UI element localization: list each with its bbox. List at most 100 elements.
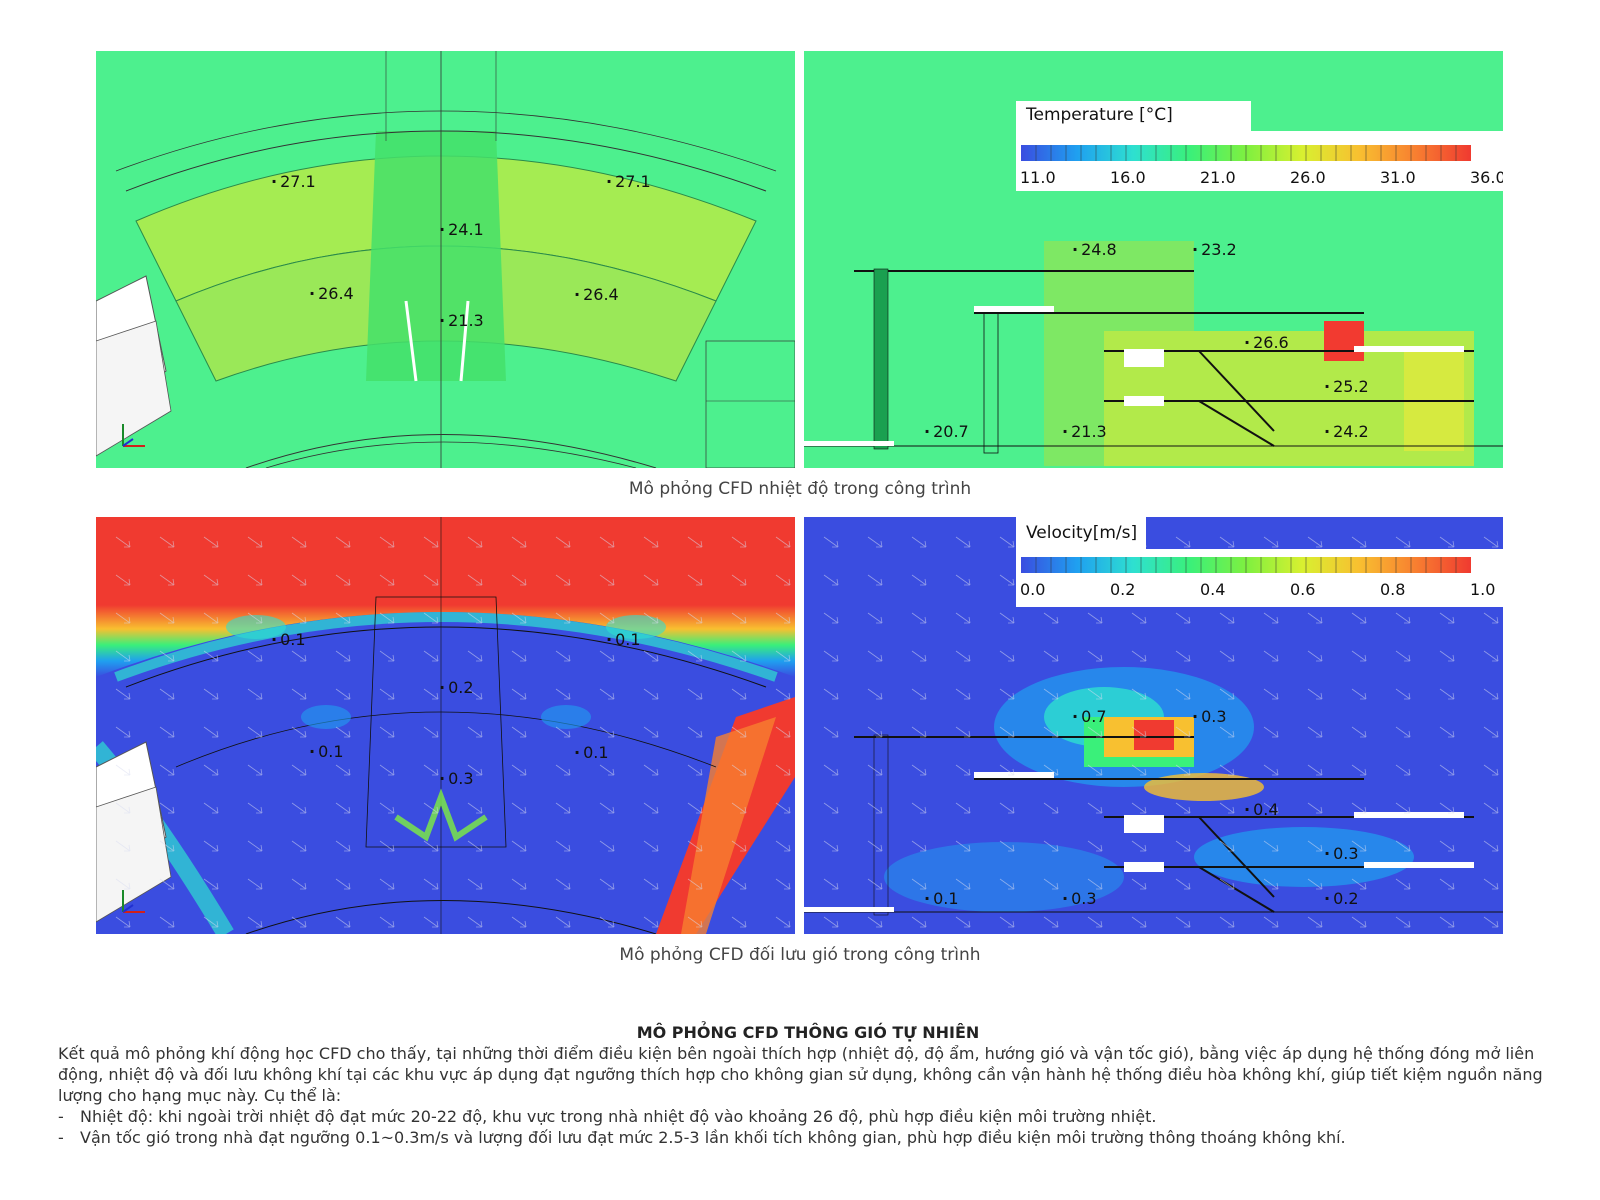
velocity-probe: 0.2 bbox=[1324, 889, 1358, 908]
flow-arrow-icon bbox=[1483, 612, 1499, 624]
flow-arrow-icon bbox=[203, 840, 219, 852]
flow-arrow-icon bbox=[1439, 650, 1455, 662]
flow-arrow-icon bbox=[511, 726, 527, 738]
flow-arrow-icon bbox=[1439, 840, 1455, 852]
flow-arrow-icon bbox=[555, 612, 571, 624]
flow-arrow-icon bbox=[115, 688, 131, 700]
flow-arrow-icon bbox=[1395, 802, 1411, 814]
flow-arrow-icon bbox=[999, 612, 1015, 624]
flow-arrow-icon bbox=[1351, 688, 1367, 700]
flow-arrow-icon bbox=[999, 802, 1015, 814]
flow-arrow-icon bbox=[1351, 878, 1367, 890]
flow-arrow-icon bbox=[1131, 878, 1147, 890]
legend-tick: 21.0 bbox=[1200, 168, 1236, 187]
flow-arrow-icon bbox=[467, 916, 483, 928]
flow-arrow-icon bbox=[335, 726, 351, 738]
flow-arrow-icon bbox=[247, 574, 263, 586]
flow-arrow-icon bbox=[335, 840, 351, 852]
flow-arrow-icon bbox=[823, 574, 839, 586]
flow-arrow-icon bbox=[159, 612, 175, 624]
flow-arrow-icon bbox=[955, 726, 971, 738]
wind-section-view: Velocity[m/s] 0.0 0.2 0.4 0.6 0.8 1.0 0.… bbox=[804, 517, 1503, 934]
flow-arrow-icon bbox=[775, 536, 791, 548]
flow-arrow-icon bbox=[423, 574, 439, 586]
flow-arrow-icon bbox=[1043, 726, 1059, 738]
flow-arrow-icon bbox=[1263, 536, 1279, 548]
flow-arrow-icon bbox=[555, 536, 571, 548]
flow-arrow-icon bbox=[159, 536, 175, 548]
legend-tick: 0.6 bbox=[1290, 580, 1316, 599]
flow-arrow-icon bbox=[203, 726, 219, 738]
flow-arrow-icon bbox=[867, 764, 883, 776]
legend-tick: 16.0 bbox=[1110, 168, 1146, 187]
flow-arrow-icon bbox=[511, 650, 527, 662]
flow-arrow-icon bbox=[159, 916, 175, 928]
flow-arrow-icon bbox=[1483, 688, 1499, 700]
flow-arrow-icon bbox=[511, 688, 527, 700]
flow-arrow-icon bbox=[203, 916, 219, 928]
flow-arrow-icon bbox=[823, 650, 839, 662]
flow-arrow-icon bbox=[911, 574, 927, 586]
flow-arrow-icon bbox=[687, 574, 703, 586]
flow-arrow-icon bbox=[1395, 878, 1411, 890]
flow-arrow-icon bbox=[1483, 764, 1499, 776]
flow-arrow-icon bbox=[247, 612, 263, 624]
flow-arrow-icon bbox=[823, 916, 839, 928]
flow-arrow-icon bbox=[423, 802, 439, 814]
flow-arrow-icon bbox=[291, 650, 307, 662]
flow-arrow-icon bbox=[555, 726, 571, 738]
flow-arrow-icon bbox=[555, 878, 571, 890]
flow-arrow-icon bbox=[247, 650, 263, 662]
flow-arrow-icon bbox=[867, 688, 883, 700]
legend-title: Temperature [°C] bbox=[1026, 105, 1173, 125]
flow-arrow-icon bbox=[1483, 650, 1499, 662]
temperature-legend: Temperature [°C] 11.0 16.0 21.0 26.0 31.… bbox=[1016, 101, 1503, 191]
flow-arrow-icon bbox=[423, 840, 439, 852]
wind-section-graphic bbox=[804, 536, 1503, 928]
flow-arrow-icon bbox=[731, 764, 747, 776]
flow-arrow-icon bbox=[775, 612, 791, 624]
flow-arrow-icon bbox=[775, 840, 791, 852]
flow-arrow-icon bbox=[1351, 916, 1367, 928]
flow-arrow-icon bbox=[159, 574, 175, 586]
temperature-plan-view: 27.1 27.1 24.1 26.4 26.4 21.3 bbox=[96, 51, 795, 468]
flow-arrow-icon bbox=[115, 916, 131, 928]
flow-arrow-icon bbox=[291, 574, 307, 586]
flow-arrow-icon bbox=[731, 840, 747, 852]
flow-arrow-icon bbox=[511, 536, 527, 548]
flow-arrow-icon bbox=[203, 574, 219, 586]
flow-arrow-icon bbox=[379, 536, 395, 548]
flow-arrow-icon bbox=[1351, 764, 1367, 776]
flow-arrow-icon bbox=[955, 650, 971, 662]
flow-arrow-icon bbox=[911, 612, 927, 624]
flow-arrow-icon bbox=[1307, 878, 1323, 890]
flow-arrow-icon bbox=[247, 840, 263, 852]
temperature-probe: 24.1 bbox=[439, 220, 484, 239]
flow-arrow-icon bbox=[599, 726, 615, 738]
flow-arrow-icon bbox=[731, 536, 747, 548]
flow-arrow-icon bbox=[643, 688, 659, 700]
flow-arrow-icon bbox=[1263, 612, 1279, 624]
flow-arrow-icon bbox=[1351, 802, 1367, 814]
flow-arrow-icon bbox=[335, 878, 351, 890]
flow-arrow-icon bbox=[379, 916, 395, 928]
flow-arrow-icon bbox=[291, 878, 307, 890]
flow-arrow-icon bbox=[291, 688, 307, 700]
flow-arrow-icon bbox=[159, 688, 175, 700]
temperature-probe: 27.1 bbox=[606, 172, 651, 191]
flow-arrow-icon bbox=[203, 650, 219, 662]
temperature-probe: 25.2 bbox=[1324, 377, 1369, 396]
velocity-color-bar bbox=[1021, 557, 1471, 573]
flow-arrow-icon bbox=[1175, 802, 1191, 814]
flow-arrow-icon bbox=[115, 840, 131, 852]
flow-arrow-icon bbox=[1043, 802, 1059, 814]
flow-arrow-icon bbox=[1263, 764, 1279, 776]
flow-arrow-icon bbox=[511, 574, 527, 586]
flow-arrow-icon bbox=[1395, 650, 1411, 662]
flow-arrow-icon bbox=[511, 802, 527, 814]
flow-arrow-icon bbox=[643, 536, 659, 548]
flow-arrow-icon bbox=[643, 840, 659, 852]
flow-arrow-icon bbox=[1263, 878, 1279, 890]
legend-title: Velocity[m/s] bbox=[1026, 523, 1138, 543]
flow-arrow-icon bbox=[291, 612, 307, 624]
